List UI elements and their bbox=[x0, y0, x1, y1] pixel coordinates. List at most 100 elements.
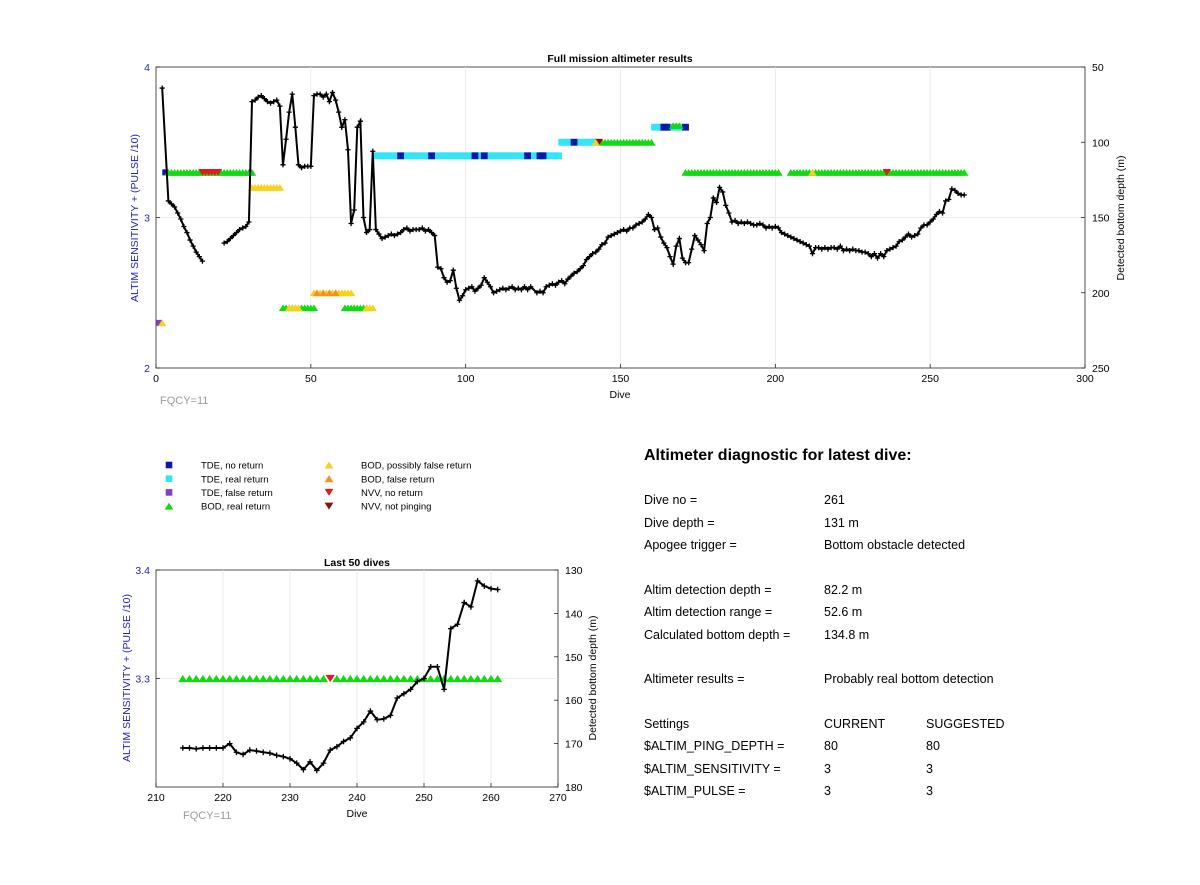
y2-tick-label: 130 bbox=[565, 565, 583, 577]
marker-tde-real bbox=[555, 152, 562, 159]
setting-suggested: 80 bbox=[926, 739, 940, 753]
setting-current: 3 bbox=[824, 784, 831, 798]
diag-row-dive-depth: Dive depth = 131 m bbox=[644, 516, 1164, 539]
current-header: CURRENT bbox=[824, 717, 885, 731]
diag-value: Probably real bottom detection bbox=[824, 672, 994, 686]
diag-row-results: Altimeter results = Probably real bottom … bbox=[644, 672, 1164, 695]
y2-tick-label: 160 bbox=[565, 695, 583, 707]
legend-marker bbox=[165, 503, 174, 510]
setting-suggested: 3 bbox=[926, 784, 933, 798]
last50-y-axis-label: ALTIM SENSITIVITY + (PULSE /10) bbox=[121, 594, 133, 762]
x-tick-label: 50 bbox=[305, 373, 317, 385]
y2-tick-label: 200 bbox=[1092, 288, 1110, 300]
y2-tick-label: 150 bbox=[1092, 213, 1110, 225]
diag-label: Dive depth = bbox=[644, 516, 715, 530]
marker-tde-no-return bbox=[472, 152, 479, 159]
setting-name: $ALTIM_PULSE = bbox=[644, 784, 746, 798]
main-y2-axis-label: Detected bottom depth (m) bbox=[1115, 156, 1127, 281]
diag-label: Altim detection depth = bbox=[644, 583, 772, 597]
y2-tick-label: 140 bbox=[565, 608, 583, 620]
main-y-axis-label: ALTIM SENSITIVITY + (PULSE /10) bbox=[129, 134, 141, 302]
y2-tick-label: 50 bbox=[1092, 62, 1104, 74]
diag-row-altim-depth: Altim detection depth = 82.2 m bbox=[644, 583, 1164, 606]
diag-row-calc-depth: Calculated bottom depth = 134.8 m bbox=[644, 628, 1164, 651]
legend-label: TDE, no return bbox=[201, 461, 263, 472]
x-tick-label: 200 bbox=[767, 373, 785, 385]
last50-chart: 210 220 230 240 250 260 2703.33.4 1301401501601… bbox=[121, 557, 599, 822]
legend-marker bbox=[166, 462, 173, 469]
diag-label: Calculated bottom depth = bbox=[644, 628, 790, 642]
legend-label: BOD, false return bbox=[361, 474, 434, 485]
x-tick-label: 250 bbox=[415, 792, 433, 804]
x-tick-label: 260 bbox=[482, 792, 500, 804]
x-tick-label: 220 bbox=[214, 792, 232, 804]
last50-x-axis-label: Dive bbox=[346, 808, 367, 820]
diag-label: Altimeter results = bbox=[644, 672, 744, 686]
setting-current: 80 bbox=[824, 739, 838, 753]
suggested-header: SUGGESTED bbox=[926, 717, 1005, 731]
y2-tick-label: 250 bbox=[1092, 363, 1110, 375]
y2-tick-label: 100 bbox=[1092, 137, 1110, 149]
legend-label: BOD, real return bbox=[201, 502, 270, 513]
setting-suggested: 3 bbox=[926, 762, 933, 776]
setting-name: $ALTIM_SENSITIVITY = bbox=[644, 762, 781, 776]
setting-name: $ALTIM_PING_DEPTH = bbox=[644, 739, 784, 753]
diag-row-apogee: Apogee trigger = Bottom obstacle detected bbox=[644, 538, 1164, 561]
main-fqcy-annotation: FQCY=11 bbox=[160, 395, 208, 407]
main-x-axis-label: Dive bbox=[609, 389, 630, 401]
marker-tde-no-return bbox=[664, 124, 671, 131]
y2-tick-label: 170 bbox=[565, 739, 583, 751]
x-tick-label: 0 bbox=[153, 373, 159, 385]
marker-tde-no-return bbox=[524, 152, 531, 159]
setting-current: 3 bbox=[824, 762, 831, 776]
diagnostic-heading: Altimeter diagnostic for latest dive: bbox=[644, 447, 1164, 465]
diag-value: Bottom obstacle detected bbox=[824, 538, 965, 552]
y-tick-label: 4 bbox=[144, 62, 150, 74]
legend-marker bbox=[325, 489, 334, 496]
legend-marker bbox=[325, 461, 334, 468]
y-tick-label: 3.3 bbox=[135, 674, 150, 686]
x-tick-label: 150 bbox=[612, 373, 630, 385]
diag-label: Apogee trigger = bbox=[644, 538, 737, 552]
diag-row-altim-range: Altim detection range = 52.6 m bbox=[644, 605, 1164, 628]
x-tick-label: 210 bbox=[147, 792, 165, 804]
last50-fqcy-annotation: FQCY=11 bbox=[183, 810, 231, 822]
legend-marker bbox=[325, 475, 334, 482]
diag-value: 134.8 m bbox=[824, 628, 869, 642]
marker-tde-no-return bbox=[682, 124, 689, 131]
last50-y2-axis-label: Detected bottom depth (m) bbox=[587, 616, 599, 741]
legend-label: NVV, not pinging bbox=[361, 502, 431, 513]
diag-row-dive-no: Dive no = 261 bbox=[644, 493, 1164, 516]
y-tick-label: 3 bbox=[144, 213, 150, 225]
marker-tde-no-return bbox=[481, 152, 488, 159]
settings-row-ping-depth: $ALTIM_PING_DEPTH = 80 80 bbox=[644, 739, 1164, 762]
legend-label: NVV, no return bbox=[361, 488, 423, 499]
marker-tde-no-return bbox=[397, 152, 404, 159]
y2-tick-label: 180 bbox=[565, 782, 583, 794]
settings-row-sensitivity: $ALTIM_SENSITIVITY = 3 3 bbox=[644, 762, 1164, 785]
diagnostic-panel: Altimeter diagnostic for latest dive: Di… bbox=[644, 447, 1164, 807]
diag-value: 261 bbox=[824, 493, 845, 507]
diag-value: 131 m bbox=[824, 516, 859, 530]
legend-label: TDE, real return bbox=[201, 474, 269, 485]
legend-label: TDE, false return bbox=[201, 488, 273, 499]
x-tick-label: 240 bbox=[348, 792, 366, 804]
last50-chart-title: Last 50 dives bbox=[324, 557, 390, 569]
main-chart-title: Full mission altimeter results bbox=[547, 53, 692, 65]
diag-value: 52.6 m bbox=[824, 605, 862, 619]
y2-tick-label: 150 bbox=[565, 652, 583, 664]
x-tick-label: 100 bbox=[457, 373, 475, 385]
diag-row-settings-header: Settings CURRENT SUGGESTED bbox=[644, 717, 1164, 740]
diag-value: 82.2 m bbox=[824, 583, 862, 597]
diag-label: Altim detection range = bbox=[644, 605, 772, 619]
marker-tde-no-return bbox=[540, 152, 547, 159]
legend: TDE, no return TDE, real return TDE, false… bbox=[165, 461, 472, 513]
y-tick-label: 2 bbox=[144, 363, 150, 375]
legend-marker bbox=[325, 503, 334, 510]
settings-row-pulse: $ALTIM_PULSE = 3 3 bbox=[644, 784, 1164, 807]
diag-label: Dive no = bbox=[644, 493, 697, 507]
marker-tde-no-return bbox=[571, 139, 578, 146]
x-tick-label: 230 bbox=[281, 792, 299, 804]
x-tick-label: 250 bbox=[921, 373, 939, 385]
